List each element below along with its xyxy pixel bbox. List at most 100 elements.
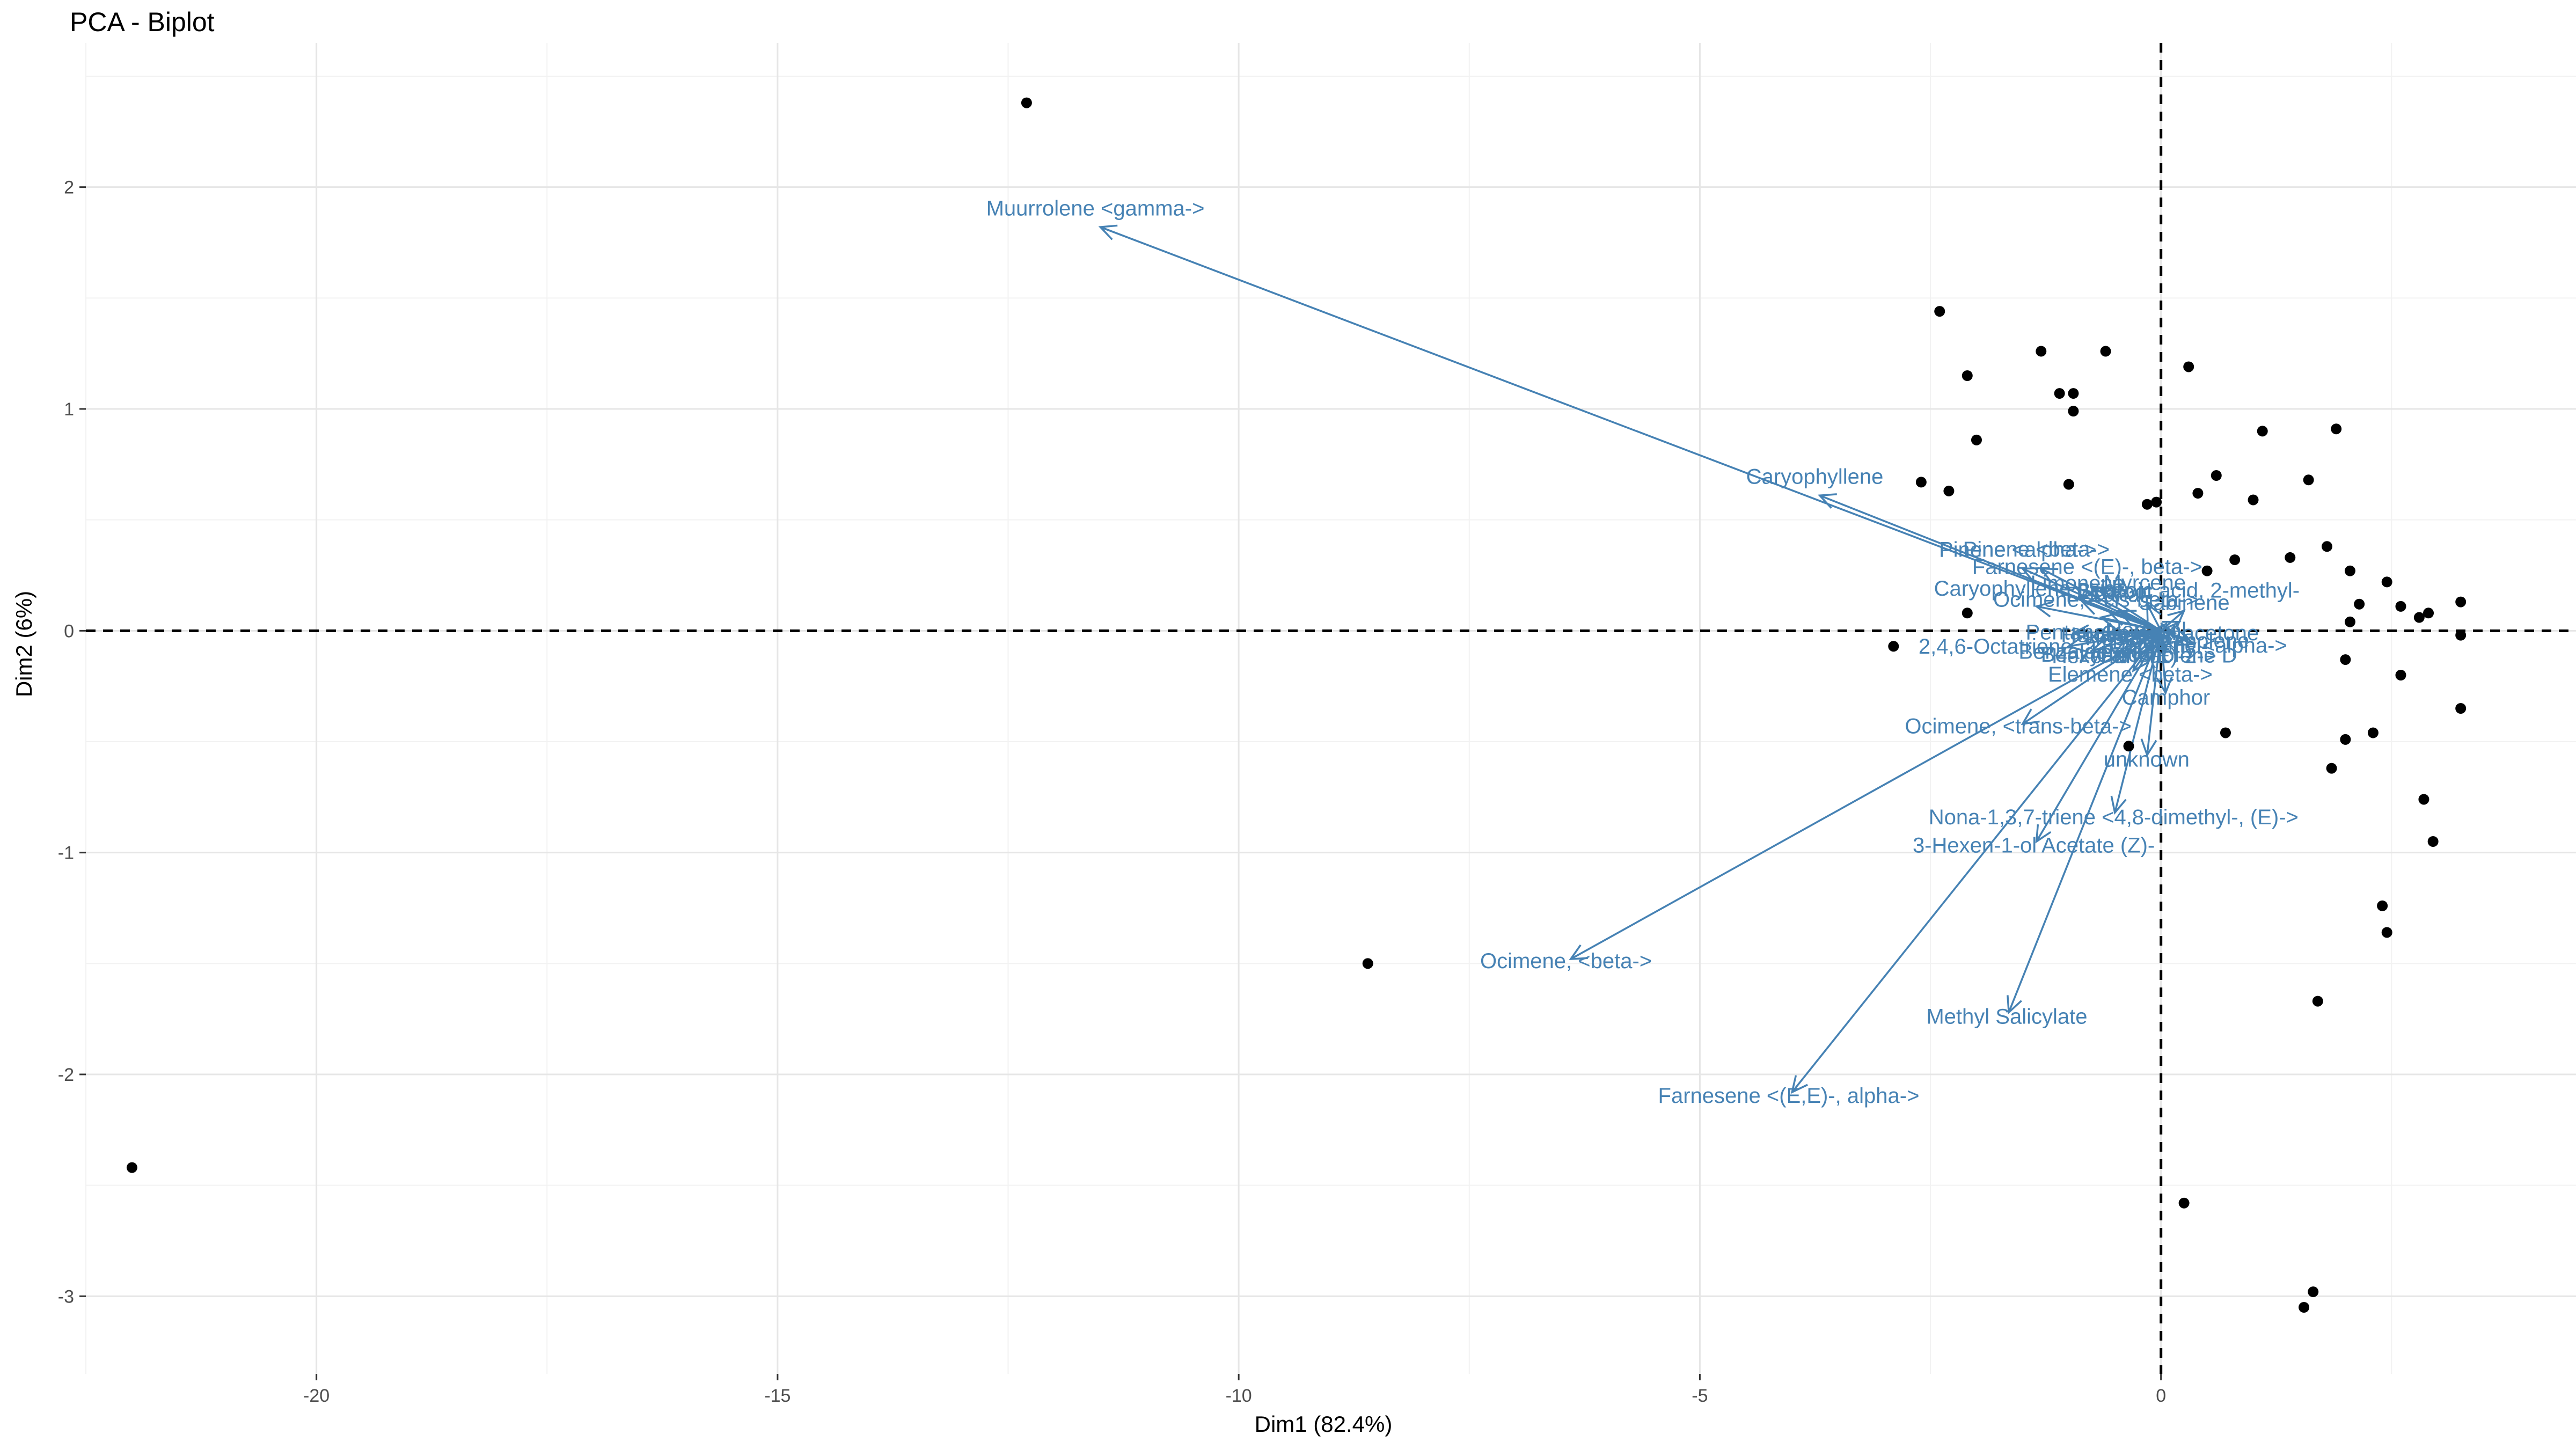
variable-label: Camphor (2122, 686, 2211, 709)
x-tick-label: 0 (2156, 1386, 2166, 1406)
data-point (1962, 608, 1973, 619)
axes: -20 -15 -10 -5 0 2 1 0 -1 -2 -3 (58, 178, 2166, 1406)
variable-label: 3-Hexen-1-ol Acetate (Z)- (1913, 834, 2155, 858)
data-point (2377, 900, 2388, 911)
data-point (1934, 306, 1945, 317)
variable-arrow-head (1818, 493, 1837, 509)
data-point (2340, 654, 2351, 665)
variable-arrow (2022, 630, 2162, 725)
data-point (126, 1162, 137, 1173)
data-point (2423, 608, 2434, 619)
variable-arrow (2160, 630, 2194, 645)
variable-arrow-head (2039, 567, 2059, 583)
variable-arrow-head (2089, 638, 2109, 655)
variable-label: Ocimene, <trans-beta-> (1905, 715, 2131, 738)
variable-label: Heptanal (2085, 626, 2171, 650)
variable-label: Geranyl acetone (2102, 621, 2259, 645)
variable-arrow-head (2021, 567, 2040, 583)
variable-arrow (2160, 610, 2185, 632)
x-tick-label: -15 (764, 1386, 791, 1406)
variable-arrow (2008, 630, 2162, 1013)
variable-label: Benzyl alcohol (2041, 643, 2179, 667)
variable-arrow-head (2035, 824, 2052, 844)
data-point (1362, 958, 1373, 969)
variable-arrow (2068, 630, 2161, 647)
variable-arrow (1819, 494, 2162, 632)
reference-lines (86, 43, 2576, 1374)
data-point (1962, 370, 1973, 381)
variable-label: unknown (2104, 748, 2190, 772)
data-point (2192, 488, 2204, 499)
data-point (2229, 554, 2241, 566)
data-point (2100, 346, 2111, 357)
variable-arrow (2101, 616, 2162, 632)
data-point (2381, 927, 2392, 938)
variable-arrow (2114, 630, 2162, 813)
data-point (2344, 616, 2355, 627)
data-point (2303, 474, 2314, 486)
variable-arrow-head (2158, 622, 2177, 639)
variable-arrow-head (2176, 631, 2196, 646)
data-point (2141, 499, 2153, 510)
variable-label: Farnesene <(E,E)-, alpha-> (1658, 1084, 1920, 1108)
x-tick-label: -5 (1692, 1386, 1708, 1406)
variable-label: Benzaldehyde (2018, 640, 2155, 663)
variable-arrow-head (2080, 599, 2100, 615)
data-point (2381, 576, 2392, 588)
data-point (1888, 641, 1899, 652)
variable-arrow (2160, 631, 2167, 693)
x-tick-label: -10 (1226, 1386, 1252, 1406)
y-tick-label: 2 (64, 178, 74, 198)
variable-arrow (2091, 630, 2162, 652)
variable-label: Nona-1,3,7-triene <4,8-dimethyl-, (E)-> (1929, 806, 2299, 829)
data-point (2331, 423, 2342, 435)
data-point (2395, 670, 2406, 680)
variable-arrow-head (2066, 635, 2086, 652)
variable-label: Pinene <beta-> (1963, 538, 2110, 561)
variable-arrow (2146, 631, 2162, 755)
y-tick-label: -3 (58, 1286, 74, 1307)
y-tick-label: -2 (58, 1065, 74, 1085)
variable-arrow (2110, 612, 2162, 632)
variable-arrow-head (2099, 612, 2118, 629)
data-point (2326, 763, 2337, 774)
variable-label: Decanal (2066, 583, 2145, 606)
variable-arrow-head (1790, 1075, 1808, 1094)
variable-arrow-head (2103, 625, 2123, 642)
variable-arrow-head (2110, 795, 2127, 815)
data-point (2151, 496, 2162, 508)
variable-arrow-head (1098, 224, 1118, 240)
variable-label: Pentanal (2025, 621, 2110, 645)
data-point (2344, 565, 2355, 576)
data-point (2427, 836, 2439, 847)
data-point (2178, 1197, 2190, 1209)
variable-arrow-head (2034, 601, 2054, 618)
data-point (1971, 434, 1982, 445)
variable-arrow-head (2132, 653, 2149, 673)
y-tick-label: -1 (58, 843, 74, 863)
data-point (2257, 426, 2268, 437)
data-point (1943, 485, 1955, 496)
data-point (2322, 541, 2332, 552)
data-point (2418, 794, 2429, 805)
data-point (2354, 598, 2365, 610)
data-point (2367, 727, 2379, 738)
chart-title: PCA - Biplot (70, 7, 215, 37)
data-point (2201, 565, 2213, 576)
variable-arrow (1570, 630, 2162, 960)
data-point (1021, 97, 1032, 108)
data-point (2308, 1286, 2319, 1298)
variable-label: Hexenal <(E)-2-> (2052, 645, 2216, 668)
data-point (2054, 388, 2065, 399)
variable-arrow-head (2021, 708, 2040, 726)
variable-arrow (2160, 621, 2180, 632)
variable-arrow-head (2071, 624, 2090, 641)
data-point (2248, 494, 2259, 506)
variable-label: Myrcene (2104, 571, 2186, 595)
variable-label: Pinene <alpha-> (1939, 538, 2097, 562)
y-axis-title: Dim2 (6%) (11, 590, 36, 698)
variable-label: Germacrene D (2096, 643, 2237, 667)
variable-label: Terpinolene (2138, 629, 2249, 653)
